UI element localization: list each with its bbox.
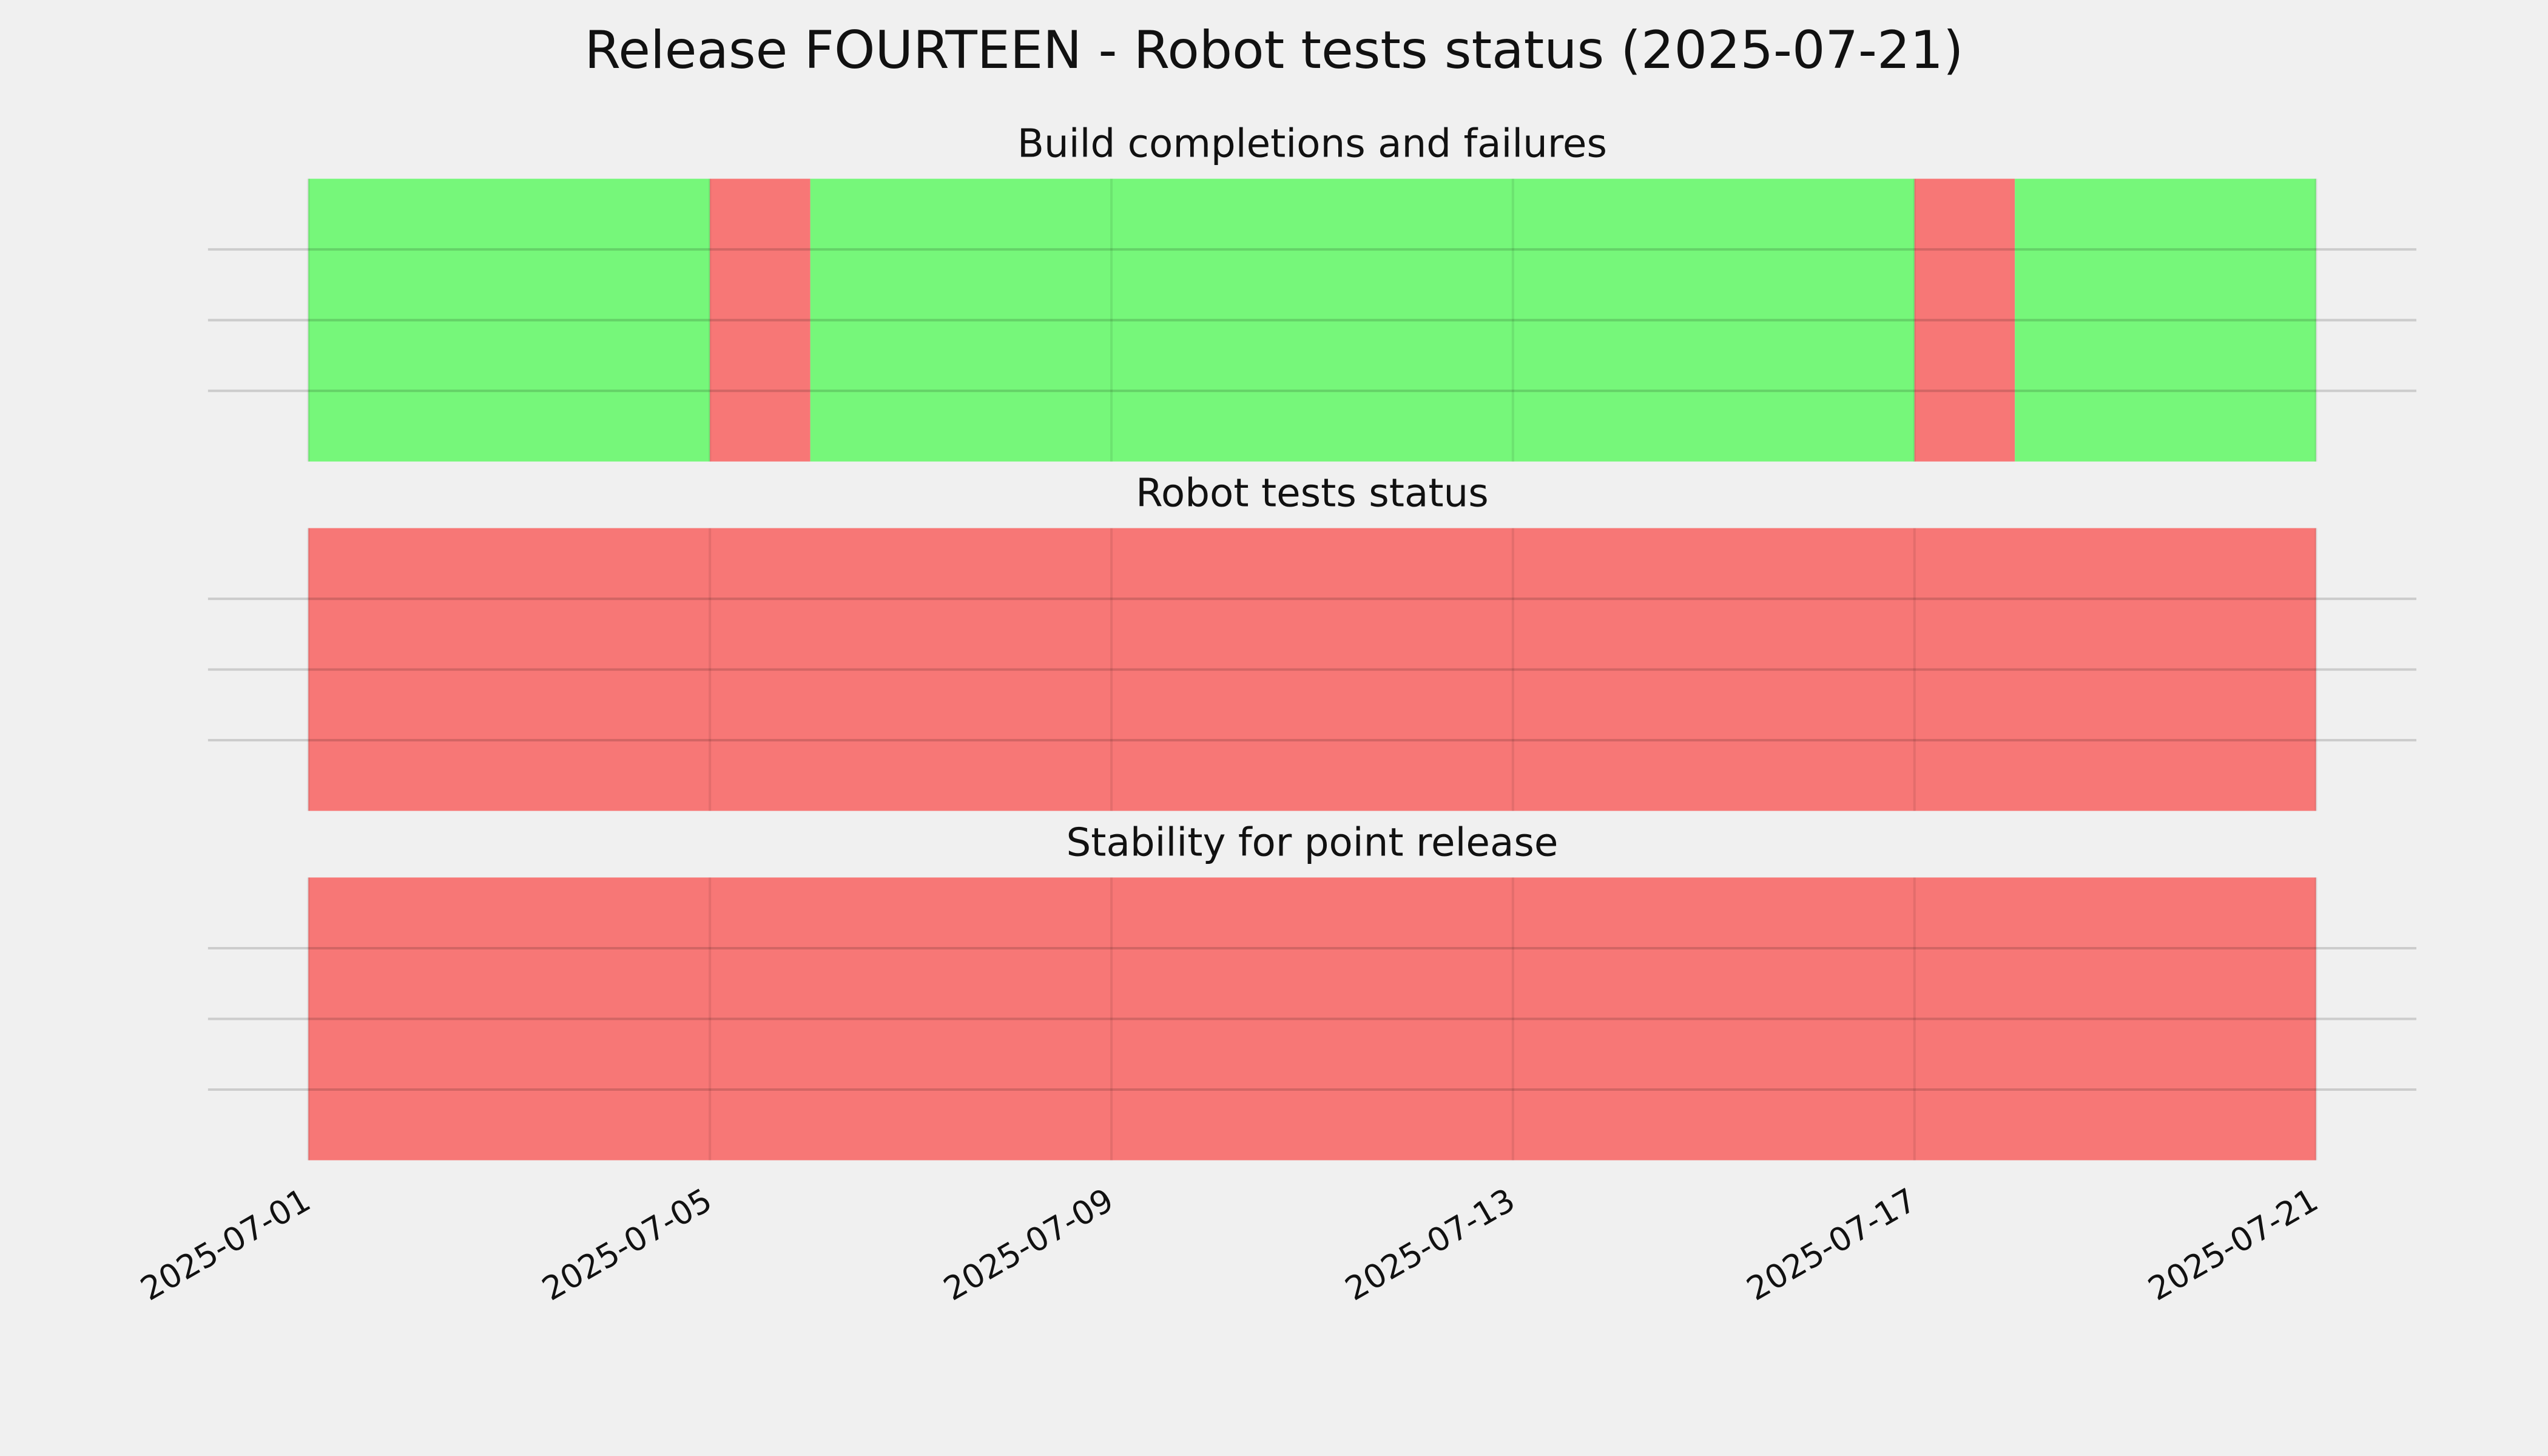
status-segment (1914, 178, 2015, 462)
chart-title: Release FOURTEEN - Robot tests status (2… (585, 20, 1964, 81)
status-segment (308, 178, 710, 462)
panel-title: Robot tests status (1136, 471, 1489, 516)
status-segment (810, 178, 1915, 462)
status-segment (710, 178, 811, 462)
status-segment (308, 877, 2316, 1161)
panel-title: Stability for point release (1067, 820, 1559, 865)
status-segment (2015, 178, 2316, 462)
panel-title: Build completions and failures (1017, 121, 1607, 167)
status-segment (308, 528, 2316, 811)
